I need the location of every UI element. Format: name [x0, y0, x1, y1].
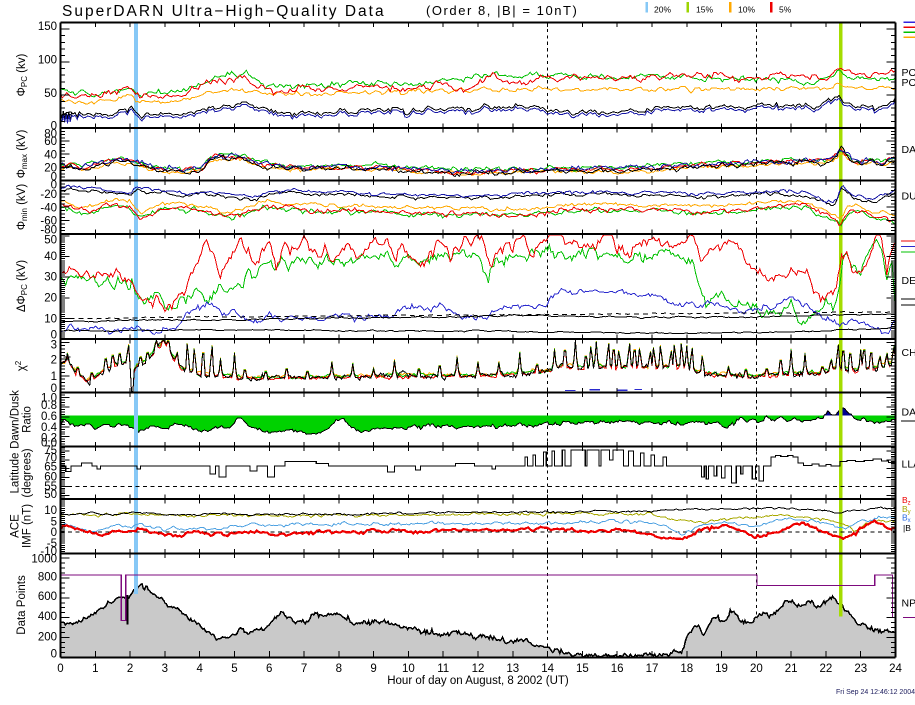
svg-text:|B: |B — [903, 523, 911, 533]
svg-text:Φmin (kV): Φmin (kV) — [16, 184, 29, 231]
svg-text:600: 600 — [38, 591, 57, 603]
svg-text:1000: 1000 — [31, 554, 57, 566]
svg-text:CH: CH — [902, 347, 915, 359]
svg-text:Φmax (kV): Φmax (kV) — [16, 130, 29, 179]
svg-text:30: 30 — [44, 272, 57, 284]
svg-text:200: 200 — [38, 632, 57, 644]
svg-text:3: 3 — [51, 340, 57, 352]
svg-text:800: 800 — [38, 572, 57, 584]
svg-text:8: 8 — [336, 663, 342, 675]
svg-text:SuperDARN Ultra−High−Quality D: SuperDARN Ultra−High−Quality Data — [62, 3, 386, 20]
svg-text:Ratio: Ratio — [22, 406, 34, 433]
svg-text:400: 400 — [38, 611, 57, 623]
svg-text:LLA: LLA — [902, 459, 915, 471]
svg-text:0.6: 0.6 — [41, 411, 57, 423]
svg-text:-20: -20 — [40, 189, 57, 201]
svg-text:PO: PO — [902, 77, 915, 89]
svg-text:17: 17 — [646, 663, 659, 675]
svg-text:23: 23 — [854, 663, 867, 675]
svg-text:6: 6 — [266, 663, 272, 675]
svg-text:Data Points: Data Points — [16, 575, 28, 635]
svg-text:24: 24 — [889, 663, 902, 675]
svg-text:3: 3 — [162, 663, 168, 675]
svg-text:18: 18 — [680, 663, 693, 675]
svg-text:DA: DA — [902, 144, 915, 156]
svg-text:20: 20 — [44, 293, 57, 305]
svg-text:ACE: ACE — [10, 514, 22, 538]
svg-text:5%: 5% — [779, 5, 792, 15]
svg-text:19: 19 — [715, 663, 728, 675]
svg-text:-40: -40 — [40, 202, 57, 214]
svg-text:DE: DE — [902, 275, 915, 287]
svg-text:16: 16 — [611, 663, 624, 675]
svg-text:15: 15 — [576, 663, 589, 675]
svg-text:12: 12 — [472, 663, 485, 675]
svg-text:DU: DU — [902, 191, 915, 203]
svg-text:11: 11 — [437, 663, 449, 675]
svg-text:50: 50 — [44, 489, 57, 501]
svg-text:7: 7 — [301, 663, 307, 675]
svg-text:22: 22 — [820, 663, 833, 675]
svg-text:50: 50 — [44, 235, 57, 247]
svg-text:Latitude: Latitude — [10, 453, 22, 494]
svg-text:150: 150 — [38, 21, 57, 33]
svg-text:(Order 8, |B| = 10nT): (Order 8, |B| = 10nT) — [426, 3, 578, 18]
svg-text:Hour of day on August, 8 2002: Hour of day on August, 8 2002 (UT) — [387, 675, 569, 687]
svg-text:1: 1 — [51, 371, 57, 383]
svg-text:10: 10 — [44, 314, 57, 326]
svg-text:10%: 10% — [738, 5, 755, 15]
svg-text:10: 10 — [402, 663, 415, 675]
svg-text:(degrees): (degrees) — [22, 448, 34, 497]
svg-text:Fri Sep 24 12:46:12 2004: Fri Sep 24 12:46:12 2004 — [836, 689, 915, 696]
svg-text:13: 13 — [506, 663, 519, 675]
svg-text:20%: 20% — [654, 5, 671, 15]
svg-text:10: 10 — [44, 505, 57, 517]
svg-text:20: 20 — [750, 663, 763, 675]
svg-text:1: 1 — [92, 663, 98, 675]
svg-text:60: 60 — [44, 136, 57, 148]
svg-text:4: 4 — [196, 663, 203, 675]
svg-text:15%: 15% — [696, 5, 713, 15]
svg-text:100: 100 — [38, 55, 57, 67]
svg-text:21: 21 — [785, 663, 798, 675]
svg-text:Dawn/Dusk: Dawn/Dusk — [10, 390, 22, 449]
svg-text:14: 14 — [541, 663, 554, 675]
svg-text:ΦPC (kv): ΦPC (kv) — [16, 53, 29, 96]
svg-text:2: 2 — [51, 354, 57, 366]
svg-text:5: 5 — [231, 663, 237, 675]
svg-text:40: 40 — [44, 251, 57, 263]
svg-text:χ2: χ2 — [14, 360, 28, 371]
svg-text:9: 9 — [370, 663, 376, 675]
svg-text:IMF (nT): IMF (nT) — [22, 504, 34, 548]
svg-text:0: 0 — [57, 663, 63, 675]
svg-text:ΔΦPC (kV): ΔΦPC (kV) — [16, 260, 29, 312]
svg-text:DA: DA — [902, 407, 915, 419]
svg-text:NP: NP — [902, 598, 915, 610]
svg-text:0: 0 — [51, 649, 57, 661]
svg-text:50: 50 — [44, 88, 57, 100]
svg-text:2: 2 — [127, 663, 133, 675]
svg-text:40: 40 — [44, 149, 57, 161]
